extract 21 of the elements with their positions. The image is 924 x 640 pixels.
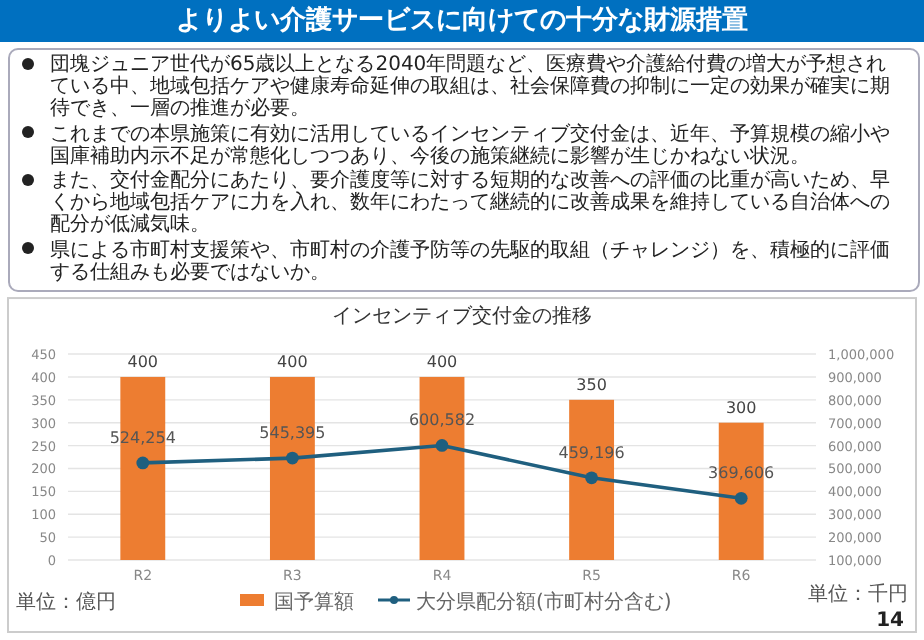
data-label: 350	[576, 375, 607, 394]
text: また、交付金配分にあたり、要介護度等に対する短期的な改善への評価の比重が高いため、早くから地域包括ケアに力を入れ、数年にわたって継続的に改善成果を維持している自治体への配分が低減気味。	[48, 170, 892, 238]
data-label: 300	[725, 398, 757, 417]
point	[136, 456, 150, 470]
text: 14	[876, 610, 905, 632]
text: これまでの本県施策に有効に活用しているインセンティブ交付金は、近年、予算規模の縮小や国庫補助内示不足が常態化しつつあり、今後の施策継続に影響が生じかねない状況。	[48, 123, 892, 169]
legend-label: 国予算額	[274, 590, 354, 614]
text: 県による市町村支援策や、市町村の介護予防等の先駆的取組（チャレンジ）を、積極的に評価する仕組みも必要ではないか。	[48, 239, 892, 285]
point	[734, 491, 748, 505]
text: よりよい介護サービスに向けての十分な財源措置	[0, 0, 924, 42]
point	[435, 439, 449, 452]
chart-title: インセンティブ交付金の推移	[332, 304, 592, 329]
text: 単位：千円	[808, 582, 908, 606]
point	[286, 451, 299, 465]
point	[585, 471, 598, 485]
data-label: 400	[127, 352, 159, 371]
data-label: 400	[277, 352, 308, 371]
data-label: 400	[426, 352, 458, 371]
legend-label: 大分県配分額(市町村分含む)	[416, 590, 672, 614]
text: 単位：億円	[16, 590, 116, 614]
text: 団塊ジュニア世代が65歳以上となる2040年問題など、医療費や介護給付費の増大が予想されている中、地域包括ケアや健康寿命延伸の取組は、社会保障費の抑制に一定の効果が確実に期待でき、一層の推進が必要。	[48, 54, 892, 122]
